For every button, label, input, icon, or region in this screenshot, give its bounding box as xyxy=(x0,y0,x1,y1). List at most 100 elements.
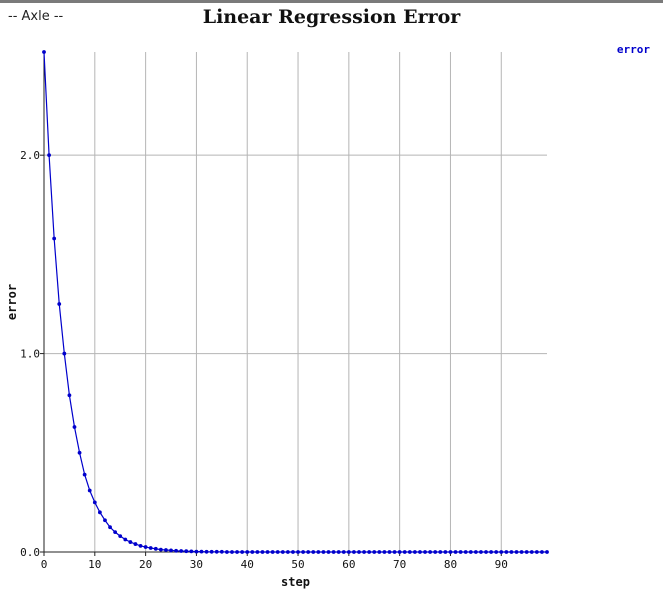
x-tick-label: 80 xyxy=(444,558,457,571)
data-point xyxy=(285,550,290,554)
data-point xyxy=(362,550,366,554)
data-point xyxy=(219,549,224,554)
data-point xyxy=(199,549,204,554)
data-point xyxy=(448,550,453,554)
data-point xyxy=(108,525,112,530)
data-point xyxy=(265,550,270,554)
data-point xyxy=(311,550,316,554)
data-point xyxy=(296,550,300,554)
data-point xyxy=(499,550,504,554)
data-point xyxy=(387,550,392,554)
data-point xyxy=(128,540,133,544)
data-point xyxy=(230,550,234,554)
x-tick-label: 30 xyxy=(190,558,203,571)
data-point xyxy=(484,550,488,554)
data-point xyxy=(341,550,346,554)
data-point xyxy=(67,393,72,398)
data-point xyxy=(123,537,128,542)
data-point xyxy=(407,550,412,554)
data-point xyxy=(270,550,275,554)
data-point xyxy=(418,550,422,554)
data-point xyxy=(529,550,534,554)
data-point xyxy=(280,550,285,554)
x-tick-label: 0 xyxy=(41,558,48,571)
data-point xyxy=(540,550,544,554)
data-point xyxy=(458,550,463,554)
data-point xyxy=(174,548,179,553)
data-point xyxy=(321,550,326,554)
data-point xyxy=(169,548,173,553)
data-point xyxy=(209,549,214,554)
data-point xyxy=(77,450,82,455)
data-point xyxy=(509,550,514,554)
data-point xyxy=(479,550,483,554)
data-point xyxy=(52,236,57,241)
y-tick-label: 2.0 xyxy=(20,149,40,162)
data-point xyxy=(306,550,311,554)
data-point xyxy=(473,550,478,554)
data-point xyxy=(494,550,499,554)
data-point xyxy=(148,546,153,550)
chart-axes xyxy=(40,52,547,556)
data-point xyxy=(346,550,351,554)
data-point xyxy=(331,550,336,554)
x-tick-label: 70 xyxy=(393,558,406,571)
data-point xyxy=(291,550,295,554)
data-point xyxy=(42,50,46,54)
data-point xyxy=(204,549,209,554)
data-point xyxy=(504,550,509,554)
data-point xyxy=(240,550,245,554)
data-point xyxy=(158,547,163,552)
data-point xyxy=(92,500,97,505)
data-point xyxy=(352,550,356,554)
data-point xyxy=(392,550,397,554)
y-axis-label: error xyxy=(5,284,19,320)
data-point xyxy=(357,550,361,554)
series-line-error xyxy=(43,51,547,553)
data-point xyxy=(326,550,331,554)
y-tick-label: 1.0 xyxy=(20,348,40,361)
data-point xyxy=(179,549,184,553)
data-point xyxy=(453,550,458,554)
data-point xyxy=(103,518,107,523)
x-axis-label: step xyxy=(281,575,310,589)
data-point xyxy=(97,510,102,515)
data-point xyxy=(301,550,306,554)
data-point xyxy=(519,550,524,554)
chart-title: Linear Regression Error xyxy=(202,6,461,28)
data-point xyxy=(245,550,250,554)
data-point xyxy=(524,550,529,554)
data-point xyxy=(87,488,92,493)
data-point xyxy=(260,550,265,554)
data-point xyxy=(463,550,468,554)
data-point xyxy=(72,425,77,429)
chart-grid xyxy=(43,52,547,552)
x-tick-label: 10 xyxy=(88,558,101,571)
chart-series xyxy=(42,50,549,554)
data-point xyxy=(367,550,372,554)
data-point xyxy=(316,550,321,554)
data-point xyxy=(214,549,219,554)
data-point xyxy=(489,550,494,554)
x-tick-label: 90 xyxy=(495,558,508,571)
data-point xyxy=(118,534,123,539)
data-point xyxy=(189,549,194,554)
data-point xyxy=(225,550,229,554)
data-point xyxy=(255,550,260,554)
data-point xyxy=(372,550,377,554)
x-tick-label: 50 xyxy=(291,558,304,571)
data-point xyxy=(402,550,407,554)
data-point xyxy=(443,550,448,554)
data-point xyxy=(423,550,427,554)
data-point xyxy=(143,545,148,549)
chart-labels: 0 10 20 30 40 50 60 70 80 90 0.0 1.0 2.0 step error err… xyxy=(5,43,650,589)
window-top-border xyxy=(0,0,663,3)
data-point xyxy=(184,549,189,554)
data-point xyxy=(377,550,382,554)
data-point xyxy=(382,550,387,554)
axle-selector[interactable]: -- Axle -- xyxy=(8,9,64,24)
data-point xyxy=(336,550,341,554)
x-tick-label: 60 xyxy=(342,558,355,571)
data-point xyxy=(47,153,51,158)
data-point xyxy=(397,550,402,554)
